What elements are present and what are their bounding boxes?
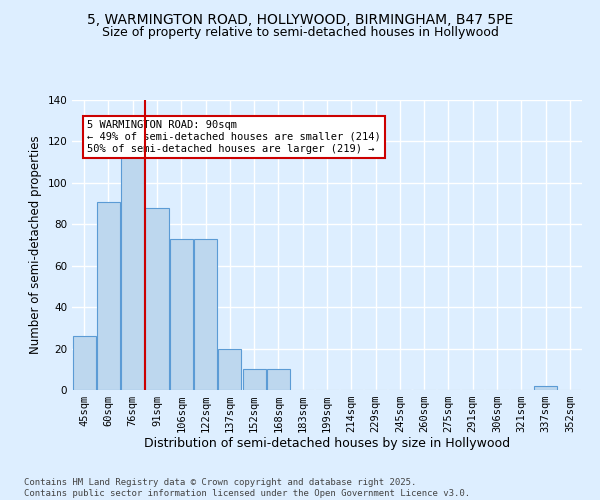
Bar xyxy=(121,146,144,390)
Text: Distribution of semi-detached houses by size in Hollywood: Distribution of semi-detached houses by … xyxy=(144,438,510,450)
Bar xyxy=(242,370,266,390)
Text: 5 WARMINGTON ROAD: 90sqm
← 49% of semi-detached houses are smaller (214)
50% of : 5 WARMINGTON ROAD: 90sqm ← 49% of semi-d… xyxy=(88,120,381,154)
Text: Contains HM Land Registry data © Crown copyright and database right 2025.
Contai: Contains HM Land Registry data © Crown c… xyxy=(24,478,470,498)
Bar xyxy=(194,239,217,390)
Bar xyxy=(97,202,120,390)
Bar xyxy=(170,239,193,390)
Bar xyxy=(534,386,557,390)
Bar xyxy=(145,208,169,390)
Text: 5, WARMINGTON ROAD, HOLLYWOOD, BIRMINGHAM, B47 5PE: 5, WARMINGTON ROAD, HOLLYWOOD, BIRMINGHA… xyxy=(87,12,513,26)
Bar xyxy=(218,348,241,390)
Y-axis label: Number of semi-detached properties: Number of semi-detached properties xyxy=(29,136,42,354)
Text: Size of property relative to semi-detached houses in Hollywood: Size of property relative to semi-detach… xyxy=(101,26,499,39)
Bar xyxy=(73,336,95,390)
Bar xyxy=(267,370,290,390)
